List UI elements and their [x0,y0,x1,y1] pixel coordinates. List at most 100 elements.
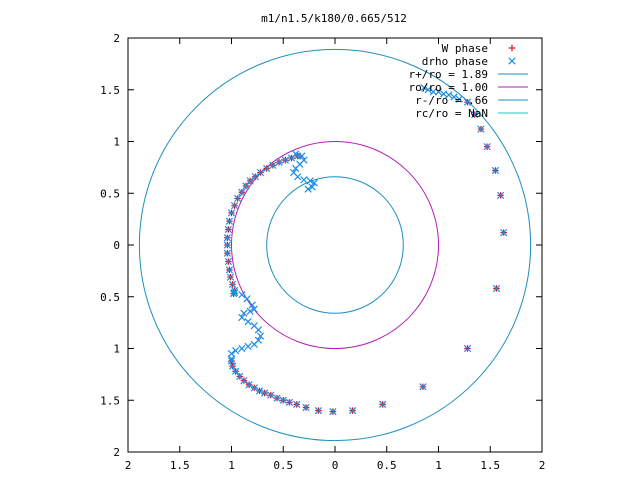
series-1-point-54 [420,84,428,92]
series-1-point-14 [302,403,310,412]
series-1-point-69 [238,313,246,322]
series-1-point-28 [227,357,236,365]
series-1-point-64 [243,295,251,303]
series-1-point-41 [230,202,239,210]
series-1-point-63 [238,291,246,299]
series-1-point-20 [260,389,269,397]
series-1-point-6 [500,228,508,237]
series-1-point-8 [463,344,472,353]
series-1-point-22 [250,384,258,392]
series-1-point-62 [230,288,239,297]
series-1-point-47 [256,168,265,177]
series-1-point-44 [242,182,250,190]
y-tick-label-2: 1 [113,343,120,356]
reference-circles [138,48,532,442]
legend-label-2: r+/ro = 1.89 [409,68,488,81]
series-1-point-46 [251,173,259,181]
y-tick-label-3: 0.5 [100,291,120,304]
series-1-point-9 [419,383,427,391]
series-1-point-35 [223,249,231,257]
series-1-point-66 [250,305,258,313]
series-1-point-5 [496,191,505,199]
series-1-point-26 [232,367,240,375]
series-1-point-3 [483,143,491,151]
series-1-point-55 [424,86,432,94]
series-1-point-79 [227,350,236,358]
circle-1 [231,141,439,349]
x-tick-label-4: 0 [332,459,339,472]
circle-0 [138,48,532,442]
legend-label-4: r-/ro = .66 [415,94,488,107]
series-1-point-90 [310,179,318,187]
series-1-point-77 [238,344,246,353]
series-1-point-15 [293,400,301,409]
series-1-point-19 [267,391,275,399]
legend-label-1: drho phase [422,55,488,68]
y-tick-label-5: 0.5 [100,187,120,200]
x-tick-label-5: 0.5 [377,459,397,472]
series-1-point-89 [306,177,314,185]
series-1-point-80 [227,355,236,363]
x-tick-label-6: 1 [435,459,442,472]
series-1-point-0 [463,98,472,106]
series-1-point-21 [255,387,264,395]
series-1-point-12 [329,408,337,416]
series-1-point-81 [292,150,300,158]
series-1-point-7 [492,284,501,293]
series-1-point-57 [434,88,443,96]
series-1-point-75 [250,340,258,348]
series-1-point-23 [245,381,253,389]
circle-2 [266,176,404,314]
legend-label-5: rc/ro = NaN [415,107,488,120]
series-1-point-82 [298,152,306,160]
y-tick-label-0: 2 [113,446,120,459]
y-tick-label-7: 1.5 [100,84,120,97]
chart-title: m1/n1.5/k180/0.665/512 [261,12,407,25]
series-1-point-40 [227,209,236,217]
series-1-point-91 [308,183,316,191]
y-tick-label-4: 0 [113,239,120,252]
x-tick-label-1: 1.5 [170,459,190,472]
x-tick-label-2: 1 [228,459,235,472]
y-tick-label-1: 1.5 [100,394,120,407]
series-1-point-85 [292,164,300,173]
series-1-point-42 [234,194,242,203]
series-1-point-59 [445,91,453,99]
series-1-point-25 [236,372,244,381]
series-1-point-17 [279,396,287,404]
series-1-point-36 [223,241,231,249]
series-1-point-45 [246,177,254,185]
series-1-point-10 [378,400,387,409]
axis-ticks: 2 1.5 1 0.5 0 0.5 1 1.5 221.510.500.511.52 [100,32,545,472]
series-1-point-67 [246,307,254,315]
series-1-point-73 [256,332,265,340]
data-points [223,84,508,416]
series-1-point-65 [248,301,256,309]
series-1-point-39 [225,217,234,225]
series-1-point-87 [294,173,302,181]
y-tick-label-6: 1 [113,136,120,149]
series-1-point-56 [429,88,437,96]
series-1-point-72 [254,326,263,334]
series-1-point-34 [224,257,233,266]
legend-label-3: ro/ro = 1.00 [409,81,488,94]
series-1-point-31 [228,280,237,288]
series-1-point-18 [273,394,281,402]
series-1-point-43 [238,188,246,196]
series-1-point-68 [240,309,248,317]
series-1-point-2 [477,125,485,133]
series-1-point-33 [225,266,234,274]
series-1-point-88 [300,176,308,184]
legend-sample-1 [508,57,516,65]
series-1-point-38 [224,225,233,234]
series-1-point-16 [285,398,294,406]
series-1-point-1 [471,110,479,119]
series-1-point-70 [244,317,252,326]
series-1-point-37 [223,234,231,242]
series-1-point-13 [314,406,323,415]
x-tick-label-0: 2 [125,459,132,472]
series-1-point-48 [263,164,271,173]
series-1-point-76 [244,342,252,351]
